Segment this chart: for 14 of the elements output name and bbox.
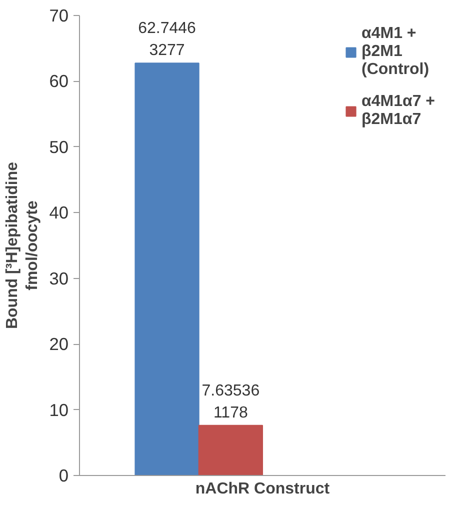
y-tick-label: 10 [49, 400, 69, 420]
y-tick-label: 70 [49, 6, 69, 26]
y-tick-label: 60 [49, 71, 69, 92]
y-tick-label: 30 [49, 268, 69, 288]
legend-label: α4M1α7 + β2M1α7 [362, 93, 435, 129]
x-axis-title: nAChR Construct [195, 480, 330, 498]
y-tick-label: 0 [58, 466, 69, 486]
data-label: 7.63536 1178 [202, 382, 260, 422]
y-tick-label: 40 [49, 202, 69, 223]
y-tick-label: 20 [49, 334, 69, 354]
data-label: 62.7446 3277 [138, 20, 196, 60]
y-axis-title: Bound [³H]epibatidine fmol/oocyte [4, 162, 42, 330]
y-tick-label: 50 [49, 136, 69, 157]
legend-label: α4M1 + β2M1 (Control) [362, 25, 430, 79]
